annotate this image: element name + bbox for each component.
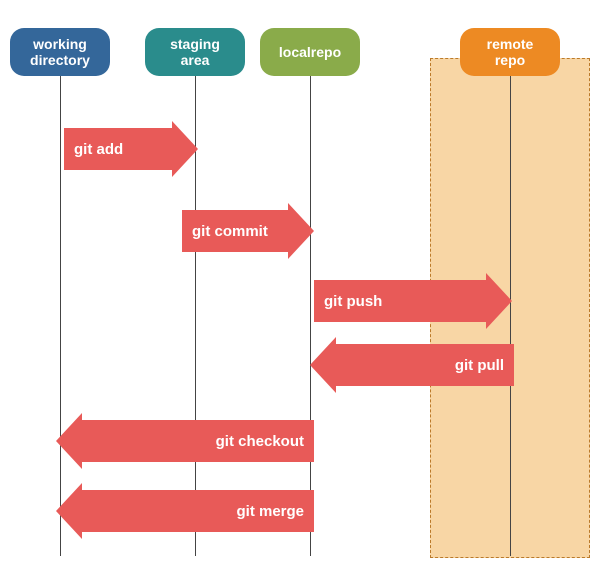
stage-staging: staging area — [145, 28, 245, 76]
arrow-head-icon — [56, 413, 82, 469]
stage-remote: remote repo — [460, 28, 560, 76]
arrow-label-pull: git pull — [336, 344, 514, 386]
arrow-label-commit: git commit — [182, 210, 288, 252]
arrow-pull: git pull — [310, 344, 514, 386]
stage-working: working directory — [10, 28, 110, 76]
arrow-label-merge: git merge — [82, 490, 314, 532]
arrow-push: git push — [314, 280, 512, 322]
arrow-head-icon — [56, 483, 82, 539]
arrow-head-icon — [310, 337, 336, 393]
arrow-label-push: git push — [314, 280, 486, 322]
arrow-add: git add — [64, 128, 198, 170]
stage-local: localrepo — [260, 28, 360, 76]
arrow-head-icon — [486, 273, 512, 329]
arrow-head-icon — [172, 121, 198, 177]
arrow-checkout: git checkout — [56, 420, 314, 462]
arrow-merge: git merge — [56, 490, 314, 532]
arrow-commit: git commit — [182, 210, 314, 252]
arrow-label-add: git add — [64, 128, 172, 170]
arrow-head-icon — [288, 203, 314, 259]
arrow-label-checkout: git checkout — [82, 420, 314, 462]
lifeline-local — [310, 76, 311, 556]
